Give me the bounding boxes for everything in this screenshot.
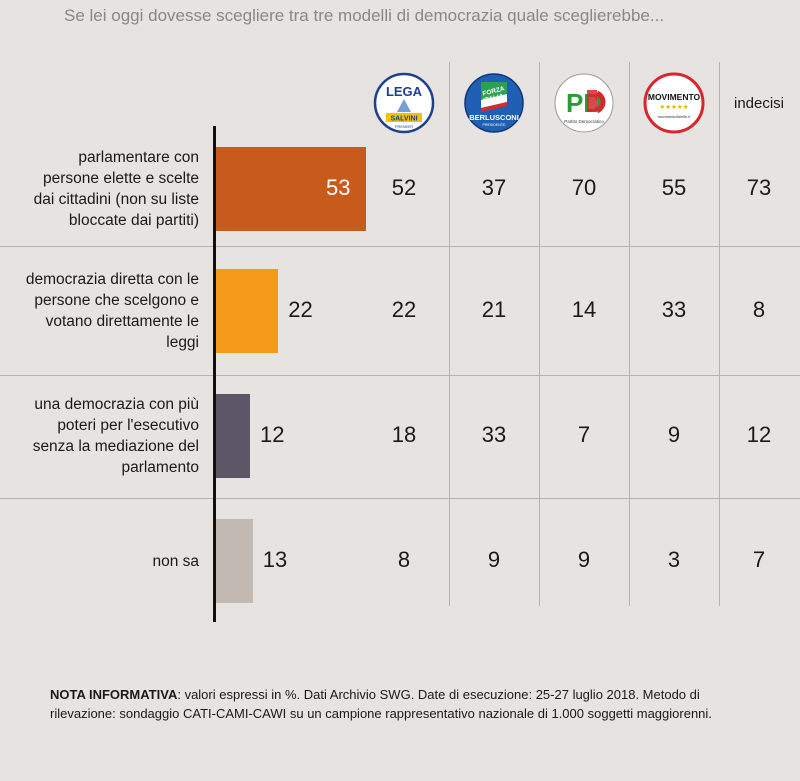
table-cell: 3: [667, 547, 681, 572]
column-header: indecisi: [719, 70, 799, 136]
column-header-label: indecisi: [733, 94, 785, 112]
bar-value-label: 12: [259, 422, 285, 447]
table-cell: 33: [661, 297, 687, 322]
table-cell: 9: [577, 547, 591, 572]
category-label: non sa: [0, 551, 199, 572]
category-label-line: parlamento: [121, 459, 199, 476]
table-cell: 70: [571, 175, 597, 200]
logo-text: Partito Democratico: [564, 119, 604, 124]
category-label-line: persone elette e scelte: [43, 170, 199, 187]
column-separator: [719, 62, 720, 606]
row-separator: [0, 375, 800, 376]
note: NOTA INFORMATIVA: valori espressi in %. …: [50, 685, 755, 723]
row-separator: [0, 498, 800, 499]
category-label-line: bloccate dai partiti): [68, 212, 199, 229]
bar-value-label: 22: [288, 297, 313, 322]
lega-salvini-logo: LEGA SALVINI PREMIER: [364, 70, 444, 136]
table-cell: 21: [481, 297, 507, 322]
bar: [216, 269, 279, 353]
category-label-line: dai cittadini (non su liste: [33, 191, 199, 208]
logo-text: PRESIDENTE: [483, 123, 507, 127]
category-label-line: votano direttamente le: [45, 313, 199, 330]
note-label: NOTA INFORMATIVA: [50, 687, 178, 702]
table-cell: 52: [391, 175, 417, 200]
table-cell: 73: [746, 175, 772, 200]
bar: [216, 394, 250, 478]
table-cell: 8: [397, 547, 411, 572]
category-label-line: persone che scelgono e: [34, 292, 199, 309]
table-cell: 14: [571, 297, 597, 322]
table-cell: 12: [746, 422, 772, 447]
table-cell: 7: [577, 422, 591, 447]
logo-text: ITALIA: [483, 93, 505, 105]
category-label-line: non sa: [152, 552, 199, 570]
logo-text: movimento5stelle.it: [658, 115, 691, 119]
category-label: una democrazia con più poteri per l'esecu…: [0, 394, 199, 478]
category-label-line: leggi: [166, 334, 199, 351]
bar: [216, 519, 253, 603]
pd-logo: PD Partito Democratico: [544, 70, 624, 136]
column-separator: [539, 62, 540, 606]
category-label: parlamentare con persone elette e scelte d…: [0, 147, 199, 231]
bar-value-label: 13: [262, 547, 288, 572]
table-cell: 8: [752, 297, 766, 322]
movimento-5-stelle-logo: MOVIMENTO ★★★★★ movimento5stelle.it: [634, 70, 714, 136]
logo-text: BERLUSCONI: [469, 113, 519, 122]
table-cell: 9: [487, 547, 501, 572]
table-cell: 9: [667, 422, 681, 447]
table-cell: 18: [391, 422, 417, 447]
table-cell: 33: [481, 422, 507, 447]
table-cell: 22: [391, 297, 417, 322]
chart-axis: [213, 126, 216, 622]
category-label-line: parlamentare con: [78, 149, 199, 166]
chart-title: Se lei oggi dovesse scegliere tra tre mo…: [64, 6, 665, 25]
table-cell: 7: [752, 547, 766, 572]
logo-text: SALVINI: [390, 116, 417, 123]
table-cell: 55: [661, 175, 687, 200]
column-separator: [449, 62, 450, 606]
logo-text: MOVIMENTO: [648, 92, 701, 102]
table-cell: 37: [481, 175, 507, 200]
column-separator: [629, 62, 630, 606]
note-text: : valori espressi in %. Dati Archivio SW…: [50, 687, 712, 721]
logo-text: LEGA: [386, 84, 423, 99]
bar-value-label: 53: [326, 175, 351, 200]
forza-italia-logo: FORZA ITALIA BERLUSCONI PRESIDENTE: [454, 70, 534, 136]
category-label: democrazia diretta con le persone che sce…: [0, 269, 199, 353]
category-label-line: senza la mediazione del: [32, 438, 199, 455]
category-label-line: poteri per l'esecutivo: [57, 417, 199, 434]
logo-text: PREMIER: [395, 124, 413, 129]
category-label-line: una democrazia con più: [34, 396, 199, 413]
row-separator: [0, 246, 800, 247]
bar: [216, 147, 366, 231]
svg-text:★★★★★: ★★★★★: [659, 103, 688, 111]
category-label-line: democrazia diretta con le: [25, 271, 199, 288]
